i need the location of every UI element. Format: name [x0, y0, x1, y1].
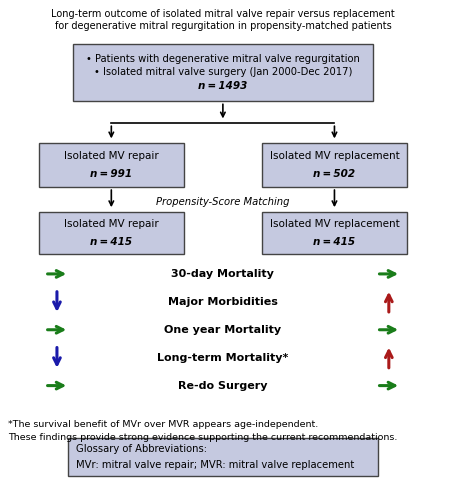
FancyBboxPatch shape: [39, 212, 184, 254]
Text: MVr: mitral valve repair; MVR: mitral valve replacement: MVr: mitral valve repair; MVR: mitral va…: [76, 461, 354, 470]
Text: 30-day Mortality: 30-day Mortality: [172, 269, 274, 279]
Text: n = 415: n = 415: [90, 237, 132, 247]
Text: Long-term Mortality*: Long-term Mortality*: [157, 353, 289, 363]
Text: for degenerative mitral regurgitation in propensity-matched patients: for degenerative mitral regurgitation in…: [55, 21, 391, 31]
Text: n = 502: n = 502: [313, 169, 356, 179]
Text: Isolated MV replacement: Isolated MV replacement: [270, 151, 399, 161]
Text: Isolated MV repair: Isolated MV repair: [64, 219, 159, 229]
Text: *The survival benefit of MVr over MVR appears age-independent.: *The survival benefit of MVr over MVR ap…: [8, 419, 319, 428]
Text: n = 1493: n = 1493: [198, 81, 247, 92]
Text: Long-term outcome of isolated mitral valve repair versus replacement: Long-term outcome of isolated mitral val…: [51, 9, 395, 19]
FancyBboxPatch shape: [39, 143, 184, 187]
Text: Major Morbidities: Major Morbidities: [168, 297, 278, 307]
FancyBboxPatch shape: [73, 44, 373, 101]
Text: Glossary of Abbreviations:: Glossary of Abbreviations:: [76, 444, 207, 454]
Text: Isolated MV replacement: Isolated MV replacement: [270, 219, 399, 229]
Text: • Isolated mitral valve surgery (Jan 2000-Dec 2017): • Isolated mitral valve surgery (Jan 200…: [94, 68, 352, 77]
Text: One year Mortality: One year Mortality: [164, 325, 282, 335]
FancyBboxPatch shape: [262, 143, 407, 187]
FancyBboxPatch shape: [262, 212, 407, 254]
Text: These findings provide strong evidence supporting the current recommendations.: These findings provide strong evidence s…: [8, 434, 398, 442]
Text: Isolated MV repair: Isolated MV repair: [64, 151, 159, 161]
FancyBboxPatch shape: [68, 439, 378, 476]
Text: n = 415: n = 415: [313, 237, 356, 247]
Text: • Patients with degenerative mitral valve regurgitation: • Patients with degenerative mitral valv…: [86, 53, 360, 64]
Text: Propensity-Score Matching: Propensity-Score Matching: [156, 197, 290, 207]
Text: n = 991: n = 991: [90, 169, 132, 179]
Text: Re-do Surgery: Re-do Surgery: [178, 381, 268, 391]
